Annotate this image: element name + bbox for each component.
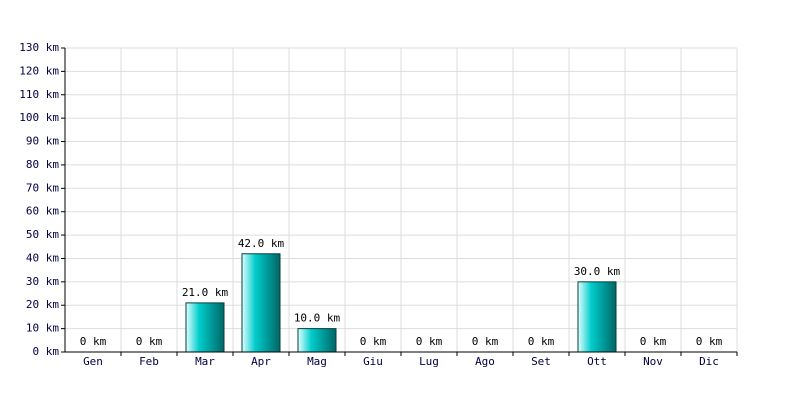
value-label: 0 km [528,335,555,348]
y-tick-label: 50 km [26,228,59,241]
y-tick-label: 70 km [26,181,59,194]
x-tick-label: Ago [475,355,495,368]
value-label: 10.0 km [294,312,341,325]
value-label: 0 km [640,335,667,348]
y-tick-label: 30 km [26,275,59,288]
y-tick-label: 40 km [26,251,59,264]
value-label: 0 km [80,335,107,348]
y-tick-label: 60 km [26,205,59,218]
y-tick-label: 10 km [26,322,59,335]
y-tick-label: 100 km [19,111,59,124]
bar [241,253,281,353]
x-tick-label: Nov [643,355,663,368]
value-label: 0 km [472,335,499,348]
value-label: 0 km [360,335,387,348]
y-tick-label: 130 km [19,41,59,54]
bar [297,328,337,353]
y-tick-label: 90 km [26,135,59,148]
y-tick-label: 120 km [19,64,59,77]
x-tick-label: Gen [83,355,103,368]
y-tick-label: 0 km [33,345,60,358]
value-label: 0 km [416,335,443,348]
y-tick-label: 20 km [26,298,59,311]
bar [577,281,617,353]
x-tick-label: Ott [587,355,607,368]
value-label: 0 km [696,335,723,348]
bar [185,302,225,353]
x-tick-label: Dic [699,355,719,368]
y-tick-label: 110 km [19,88,59,101]
x-tick-label: Mag [307,355,327,368]
value-label: 21.0 km [182,286,229,299]
y-tick-label: 80 km [26,158,59,171]
value-label: 30.0 km [574,265,621,278]
x-tick-label: Lug [419,355,439,368]
value-label: 42.0 km [238,237,285,250]
value-label: 0 km [136,335,163,348]
x-tick-label: Set [531,355,551,368]
x-tick-label: Mar [195,355,215,368]
x-tick-label: Apr [251,355,271,368]
x-tick-label: Giu [363,355,383,368]
x-tick-label: Feb [139,355,159,368]
